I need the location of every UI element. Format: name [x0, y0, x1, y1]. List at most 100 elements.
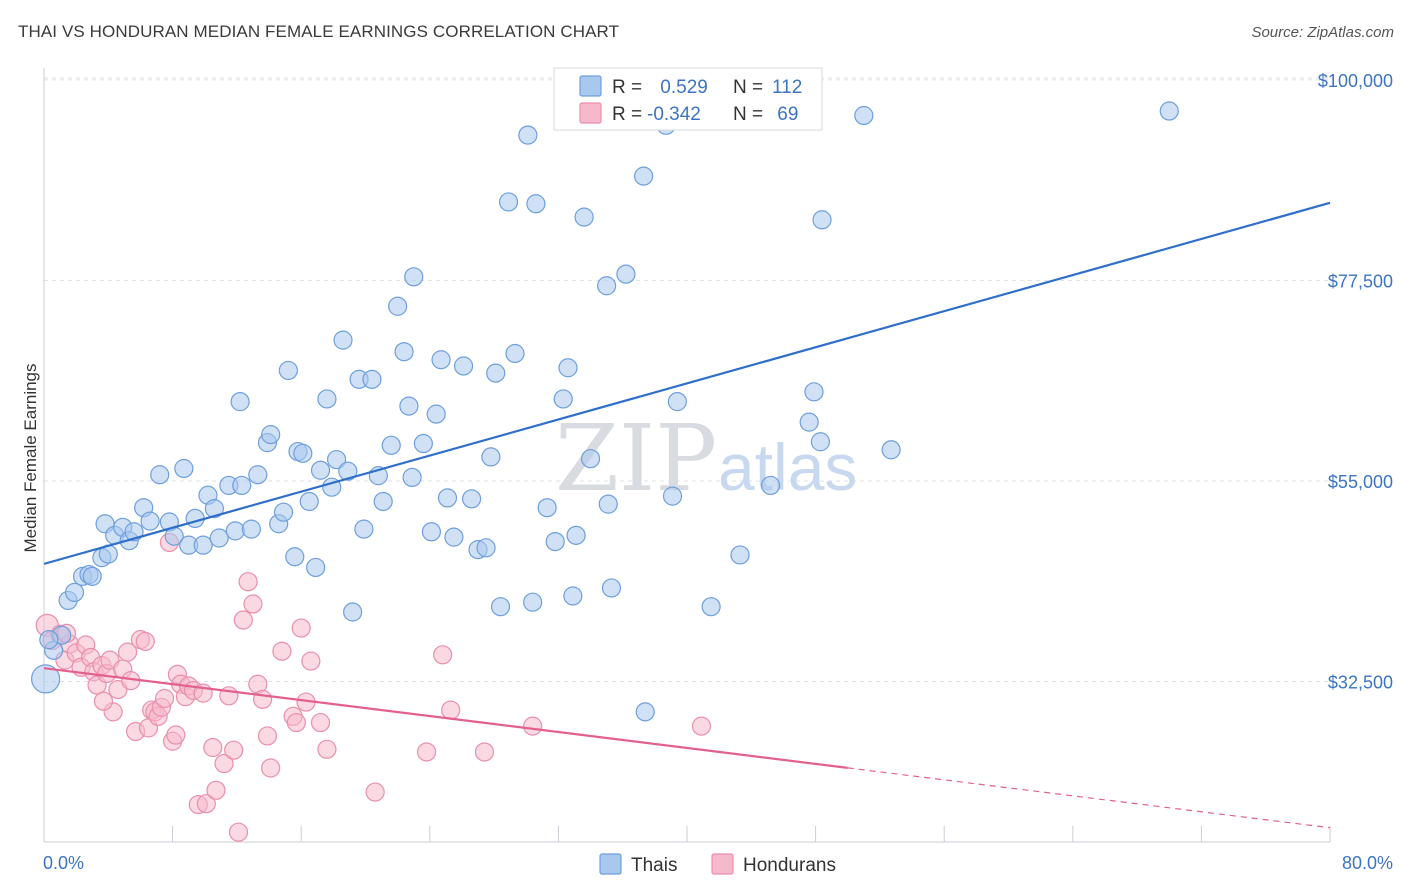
legend-hondurans-r-value: -0.342	[647, 104, 701, 125]
bottom-legend-hondurans: Hondurans	[743, 855, 836, 876]
bottom-legend-swatch-thais	[599, 853, 622, 875]
honduran-point	[166, 725, 186, 745]
thai-point	[498, 192, 519, 212]
thai-point	[278, 360, 298, 381]
thai-point	[209, 528, 229, 548]
thai-point	[481, 447, 501, 467]
thai-point	[810, 432, 831, 452]
honduran-point	[272, 641, 292, 661]
honduran-point	[416, 742, 437, 762]
thai-point	[812, 210, 832, 230]
thai-point	[310, 460, 331, 480]
legend-thais-n-value: 112	[772, 77, 802, 98]
thai-point	[150, 465, 170, 485]
thai-point	[563, 586, 583, 606]
honduran-point	[243, 594, 263, 614]
x-tick-label-right: 80.0%	[1342, 853, 1393, 873]
thai-point	[413, 433, 433, 454]
thai-point	[326, 449, 347, 470]
honduran-point	[523, 716, 543, 736]
thai-point	[598, 494, 618, 514]
thai-point	[421, 522, 442, 542]
thai-point	[635, 702, 655, 722]
honduran-point	[228, 822, 249, 842]
thai-point	[476, 538, 496, 558]
thai-point	[64, 582, 85, 603]
thai-point	[461, 489, 482, 509]
thai-point	[140, 511, 160, 531]
thai-point	[204, 499, 224, 519]
thai-point	[193, 535, 213, 555]
thai-point	[261, 425, 281, 445]
honduran-point	[474, 742, 495, 762]
thai-point	[230, 392, 250, 412]
thai-point	[426, 404, 446, 424]
thai-point	[490, 597, 511, 617]
thai-point	[299, 491, 319, 512]
thai-point	[804, 382, 824, 402]
grid-lines	[44, 77, 1330, 683]
thai-point	[597, 276, 617, 296]
honduran-point	[310, 712, 331, 733]
thai-point	[39, 630, 59, 650]
thai-point	[174, 458, 194, 479]
thai-point	[616, 264, 636, 284]
y-tick-labels: $32,500 $55,000 $77,500 $100,000	[1318, 71, 1393, 693]
thai-point	[760, 475, 781, 496]
honduran-point	[233, 610, 253, 630]
thai-point	[381, 435, 401, 455]
thai-point	[338, 461, 358, 481]
legend-hondurans-r-label: R =	[612, 104, 642, 125]
legend-thais-n-label: N =	[733, 77, 763, 98]
legend-swatch-thais	[579, 75, 602, 97]
thai-point	[799, 412, 819, 432]
thai-point	[444, 527, 464, 547]
honduran-points	[35, 532, 712, 842]
thai-point	[241, 519, 261, 539]
thai-point	[662, 486, 683, 506]
hondurans-trend-line-dashed	[847, 767, 1331, 829]
honduran-point	[433, 645, 453, 665]
series-legend: Thais Hondurans	[599, 853, 836, 876]
thai-point	[523, 592, 543, 612]
y-tick-label: $32,500	[1328, 673, 1393, 693]
thai-point	[730, 545, 750, 565]
y-tick-label: $55,000	[1328, 472, 1393, 492]
legend-hondurans-n-value: 69	[772, 104, 798, 125]
honduran-point	[224, 740, 244, 760]
honduran-point	[154, 688, 175, 709]
legend-thais-r-value: 0.529	[655, 77, 708, 98]
thai-point	[31, 664, 61, 694]
axes	[43, 68, 1331, 843]
thai-point	[404, 267, 424, 287]
honduran-point	[286, 712, 306, 733]
honduran-point	[117, 642, 138, 662]
thai-point	[518, 125, 538, 145]
thai-point	[553, 389, 573, 409]
thai-point	[453, 356, 474, 376]
thai-point	[388, 296, 408, 316]
thai-point	[437, 488, 458, 508]
legend-thais-r-label: R =	[612, 77, 642, 98]
y-tick-label: $100,000	[1318, 71, 1393, 91]
honduran-point	[291, 618, 311, 638]
legend-swatch-hondurans	[579, 102, 602, 124]
thai-point	[854, 105, 874, 126]
thai-points	[31, 101, 1179, 722]
chart-title: THAI VS HONDURAN MEDIAN FEMALE EARNINGS …	[18, 22, 620, 41]
thai-point	[232, 475, 252, 496]
honduran-point	[261, 758, 281, 778]
y-axis-title: Median Female Earnings	[21, 364, 40, 553]
thai-point	[431, 350, 451, 370]
honduran-point	[441, 700, 461, 720]
trend-lines	[43, 201, 1331, 829]
thai-point	[633, 166, 654, 186]
thai-point	[537, 498, 557, 518]
thai-point	[505, 343, 525, 364]
thai-point	[701, 597, 721, 617]
hondurans-trend-line	[43, 667, 848, 769]
thai-point	[667, 392, 687, 412]
honduran-point	[206, 780, 226, 800]
bottom-legend-thais: Thais	[631, 855, 677, 876]
thai-point	[273, 502, 294, 522]
